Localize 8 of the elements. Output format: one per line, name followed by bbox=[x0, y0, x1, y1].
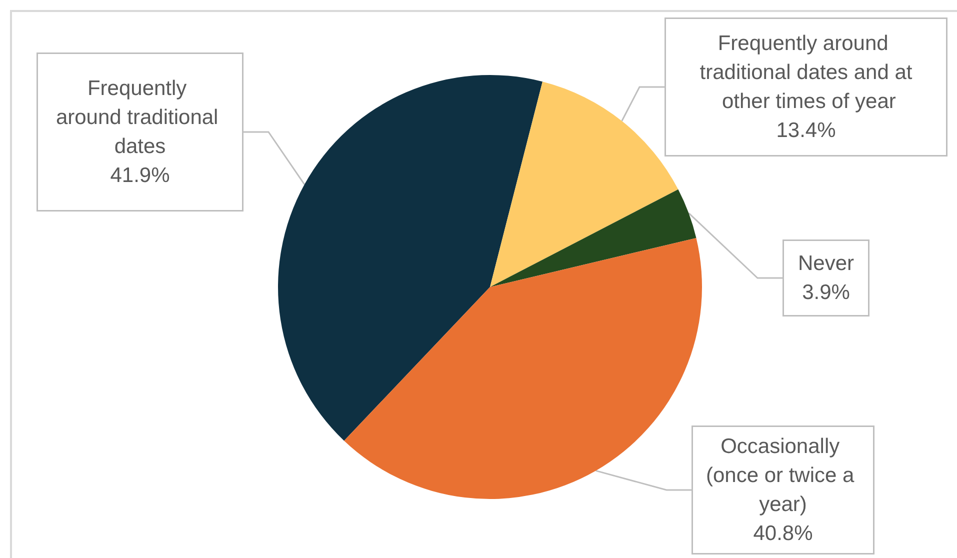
slice-label: Never bbox=[798, 252, 854, 275]
slice-label: Frequently around traditional dates and at other times of year bbox=[700, 32, 912, 113]
data-label: 40.8% bbox=[753, 522, 813, 545]
data-label: 13.4% bbox=[776, 119, 836, 142]
data-label: 41.9% bbox=[110, 164, 170, 187]
data-label: 3.9% bbox=[802, 281, 850, 304]
slice-label: Frequently around traditional dates bbox=[56, 77, 224, 158]
slice-label: Occasionally (once or twice a year) bbox=[706, 435, 860, 516]
